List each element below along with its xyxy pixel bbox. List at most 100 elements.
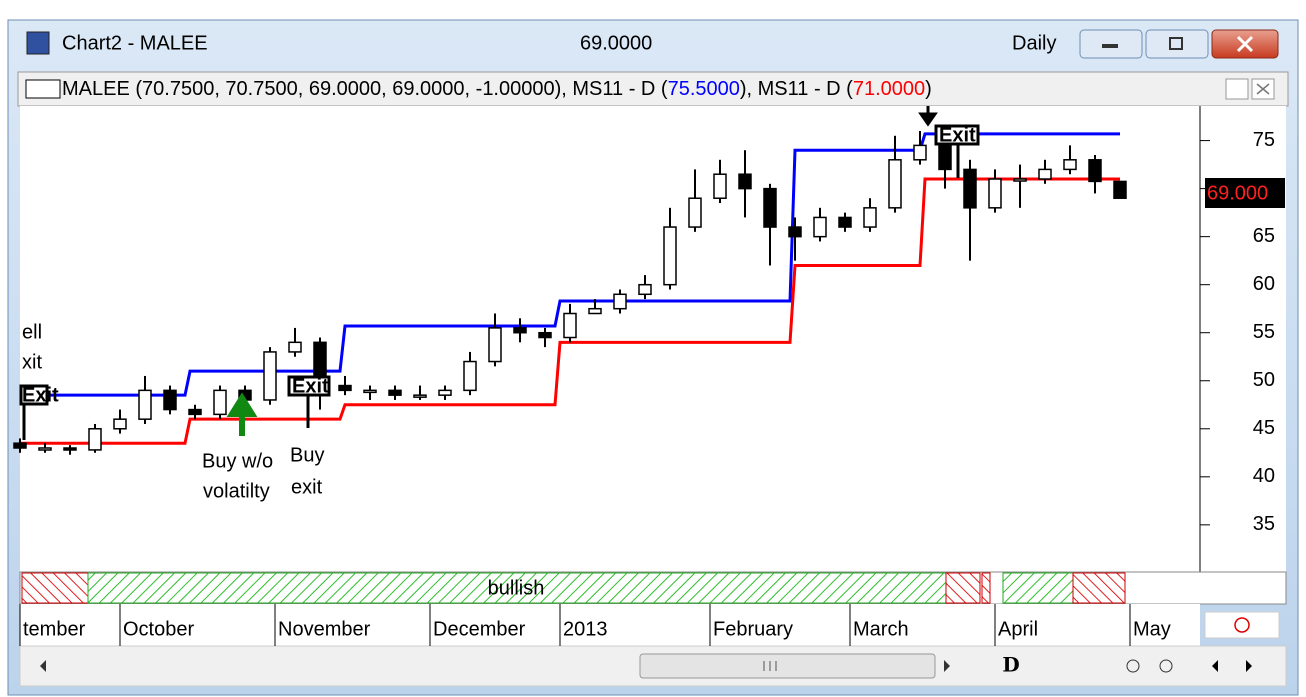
candle-body (363, 389, 377, 394)
info-mid: ), MS11 - D ( (740, 78, 853, 100)
x-tick-label: April (998, 618, 1038, 640)
thumb-grip (763, 661, 777, 671)
candle-body (938, 144, 952, 171)
buy-exit-label: exit (291, 476, 323, 498)
candle-body (488, 327, 502, 363)
candle-body (738, 173, 752, 190)
exit-box (19, 384, 49, 406)
marks: 354045505560657075temberOctoberNovemberD… (13, 129, 1275, 646)
window-interval: Daily (1012, 32, 1056, 54)
candle-body (63, 447, 77, 451)
sell-exit-label: xit (22, 351, 42, 373)
candle-body (838, 216, 852, 228)
candle-body (1038, 168, 1052, 180)
status-box (1204, 611, 1280, 639)
info-lower: 71.0000 (853, 78, 925, 100)
candle-body (813, 216, 827, 238)
y-tick-label: 35 (1253, 513, 1275, 535)
zoom-out[interactable] (1126, 659, 1140, 673)
info-text: MALEE (70.7500, 70.7500, 69.0000, 69.000… (62, 78, 932, 100)
buy-label: Buy (290, 444, 324, 466)
x-tick-label: March (853, 618, 909, 640)
candle-body (563, 312, 577, 339)
x-tick-label: May (1133, 618, 1171, 640)
bear-zone (945, 572, 981, 604)
toolbar-d[interactable]: D (1002, 653, 1019, 677)
info-icon (25, 79, 61, 99)
minimize-icon (1102, 44, 1118, 48)
indicator-strip: bullish (19, 571, 1287, 605)
maximize-button[interactable] (1145, 29, 1209, 59)
candle-body (863, 207, 877, 228)
x-tick-label: February (713, 618, 793, 640)
y-tick-label: 40 (1253, 465, 1275, 487)
x-tick-label: November (278, 618, 371, 640)
exit-label: Exit (292, 375, 329, 397)
candle-body (438, 389, 452, 396)
candle-body (638, 283, 652, 296)
close-icon (1236, 35, 1254, 53)
candle-body (888, 159, 902, 209)
candle-body (388, 389, 402, 396)
candle-body (988, 178, 1002, 209)
candle-body (13, 442, 27, 449)
status-icon (1234, 617, 1250, 633)
candle-body (1113, 180, 1127, 199)
bear-zone (21, 572, 89, 604)
candle-body (763, 187, 777, 228)
buy-arrow (226, 392, 258, 436)
scroll-right[interactable] (944, 660, 950, 672)
app-icon (26, 31, 50, 55)
candle-body (413, 394, 427, 398)
candle-body (38, 447, 52, 451)
window-title: Chart2 - MALEE (62, 32, 208, 54)
info-end: ) (925, 78, 932, 100)
candle-body (613, 293, 627, 310)
candle-body (588, 307, 602, 315)
candle-body (513, 327, 527, 334)
pane-max[interactable] (1225, 78, 1249, 100)
y-tick-label: 60 (1253, 273, 1275, 295)
box-line (20, 177, 1120, 445)
plot-area (20, 106, 1286, 572)
candle-body (213, 389, 227, 416)
candle-body (788, 226, 802, 238)
candle-body (338, 384, 352, 392)
info-symbol: MALEE (70.7500, 70.7500, 69.0000, 69.000… (62, 78, 668, 100)
x-tick-label: December (433, 618, 526, 640)
pane-close-icon (1256, 83, 1270, 95)
candle-body (538, 331, 552, 339)
scroll-thumb[interactable] (639, 653, 936, 679)
exit-label: Exit (22, 384, 59, 406)
candle-body (463, 360, 477, 392)
candle-body (138, 389, 152, 420)
y-tick-label: 65 (1253, 225, 1275, 247)
annotations: ell xit Exit Exit Exit Buy w/o volatilty… (19, 106, 980, 502)
candle-body (713, 173, 727, 199)
candle-body (163, 389, 177, 411)
candle-body (1063, 159, 1077, 171)
x-tick-label: tember (23, 618, 86, 640)
y-tick-label: 55 (1253, 321, 1275, 343)
candle-body (263, 351, 277, 401)
candle-body (88, 428, 102, 451)
zoom-in[interactable] (1159, 659, 1173, 673)
volatility-label: volatilty (203, 480, 270, 502)
y-tick-label: 45 (1253, 417, 1275, 439)
buy-wo-label: Buy w/o (202, 450, 273, 472)
window-price: 69.0000 (580, 32, 652, 54)
date-axis (20, 604, 1200, 646)
scroll-left[interactable] (40, 660, 46, 672)
candle-body (1013, 178, 1027, 182)
bullish-label: bullish (488, 577, 545, 599)
candle-body (1088, 159, 1102, 183)
candle-body (913, 144, 927, 161)
y-tick-label: 75 (1253, 129, 1275, 151)
candle-body (963, 168, 977, 209)
candle-body (188, 408, 202, 416)
candle-body (663, 226, 677, 286)
sell-arrow (918, 106, 938, 127)
candle-body (113, 418, 127, 430)
exit-label: Exit (939, 124, 976, 146)
bear-zone (1072, 572, 1126, 604)
